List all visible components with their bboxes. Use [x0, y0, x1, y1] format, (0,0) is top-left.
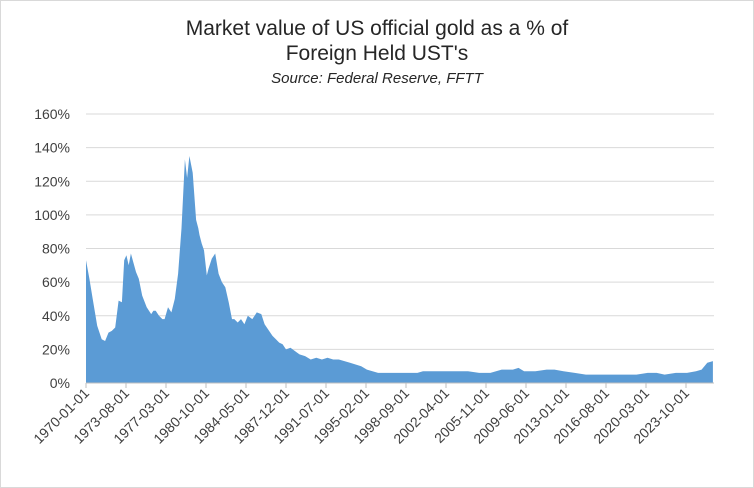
y-tick-label: 40%	[42, 308, 70, 324]
y-tick-label: 20%	[42, 341, 70, 357]
chart-subtitle: Source: Federal Reserve, FFTT	[271, 70, 483, 87]
series-area	[86, 156, 713, 383]
y-tick-label: 140%	[34, 140, 70, 156]
y-tick-label: 80%	[42, 241, 70, 257]
y-axis: 0% 20% 40% 60% 80% 100% 120% 140% 160%	[34, 106, 70, 391]
y-tick-label: 100%	[34, 207, 70, 223]
series-area-path	[86, 156, 713, 383]
y-tick-label: 160%	[34, 106, 70, 122]
y-tick-label: 0%	[50, 375, 70, 391]
x-axis: 1970-01-011973-08-011977-03-011980-10-01…	[30, 382, 714, 447]
y-tick-label: 120%	[34, 173, 70, 189]
chart-title-line-1: Market value of US official gold as a % …	[185, 17, 569, 40]
y-tick-label: 60%	[42, 274, 70, 290]
chart-title-line-2: Foreign Held UST's	[285, 42, 469, 65]
